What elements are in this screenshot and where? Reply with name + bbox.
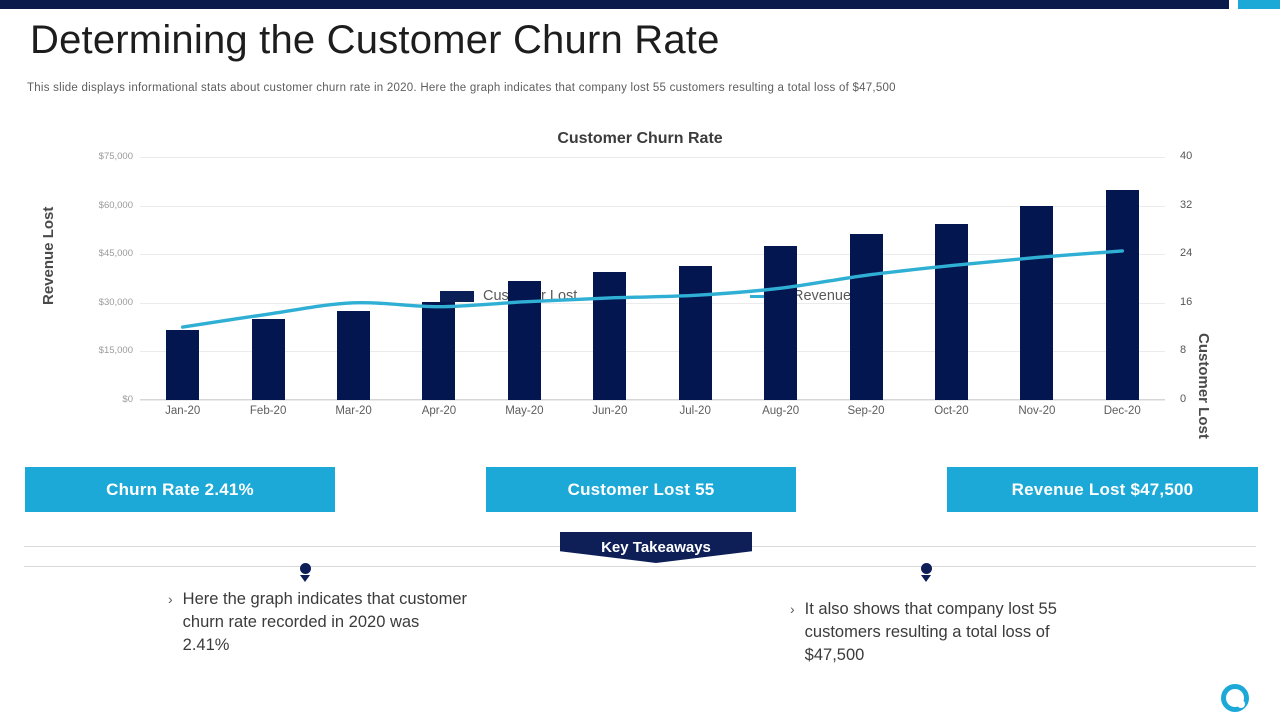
chart-bar: [678, 266, 712, 400]
chart-bar: [934, 224, 968, 400]
pin-dot-icon: [299, 563, 311, 574]
right-axis-tick: 40: [1180, 150, 1193, 162]
left-axis-tick: $60,000: [98, 199, 133, 211]
x-axis-tick: Aug-20: [762, 405, 800, 417]
kpi-customer-lost[interactable]: Customer Lost 55: [486, 467, 796, 512]
page-title: Determining the Customer Churn Rate: [30, 18, 720, 62]
chart-bar: [166, 329, 200, 400]
left-axis-tick: $75,000: [98, 151, 133, 162]
revenue-lost-line: [181, 249, 1124, 329]
right-axis-tick: 16: [1180, 295, 1193, 308]
brand-logo-icon: [1221, 684, 1249, 712]
x-axis-tick: Mar-20: [335, 405, 372, 417]
left-axis-tick: $0: [122, 394, 133, 405]
chart-plot-area: $0 0 $15,000 8 $30,000 16 $45,000 24 $60,000 32 $7…: [99, 150, 1193, 417]
chart-gridline: [140, 400, 1165, 401]
left-axis-tick: $30,000: [98, 296, 133, 308]
chart-gridline: [140, 302, 1165, 304]
chart-bar: [593, 271, 627, 400]
chart-bar: [764, 246, 798, 400]
pin-triangle-icon: [921, 575, 931, 582]
x-axis-tick: Oct-20: [934, 405, 969, 417]
left-axis-tick: $15,000: [98, 345, 133, 357]
x-axis-tick: Jun-20: [592, 405, 628, 417]
chart-bar: [251, 318, 285, 400]
chart-bar: [1105, 190, 1139, 400]
right-axis-tick: 32: [1180, 198, 1193, 211]
takeaway-item-1: › Here the graph indicates that customer…: [168, 588, 468, 657]
right-axis-tick: 24: [1180, 247, 1193, 260]
right-axis-tick: 8: [1180, 344, 1187, 357]
takeaway-pin-1-icon: [298, 563, 312, 582]
page-subtitle: This slide displays informational stats …: [27, 82, 896, 94]
x-axis-baseline: [140, 399, 1165, 400]
takeaway-item-2: › It also shows that company lost 55 cus…: [790, 598, 1090, 667]
pin-dot-icon: [920, 563, 932, 574]
chart-gridline: [140, 254, 1165, 256]
kpi-revenue-lost[interactable]: Revenue Lost $47,500: [947, 467, 1258, 512]
chart-bar: [849, 234, 883, 400]
x-axis-tick: Apr-20: [421, 405, 457, 417]
chart-bar: [1020, 205, 1054, 400]
right-axis-tick: 0: [1180, 393, 1187, 405]
takeaway-pin-2-icon: [919, 563, 933, 582]
pin-triangle-icon: [300, 575, 310, 582]
logo-notch: [1237, 700, 1245, 708]
chart-container: Customer Churn Rate Customer Lost Revenu…: [0, 125, 1280, 439]
chart-gridline: [140, 351, 1165, 353]
chart-gridline: [140, 205, 1165, 207]
takeaway-text-2: It also shows that company lost 55 custo…: [804, 600, 1057, 664]
takeaways-divider-bottom: [24, 566, 1256, 567]
legend-bar-swatch-icon: [440, 290, 474, 302]
chart-bar: [422, 302, 456, 400]
x-axis-tick: May-20: [505, 405, 544, 417]
left-axis-tick: $45,000: [98, 248, 133, 260]
x-axis-tick: Jan-20: [165, 405, 201, 417]
top-accent-bar-cyan: [1238, 0, 1280, 9]
chart-title: Customer Churn Rate: [557, 130, 723, 147]
chart-bar: [337, 310, 371, 400]
chart-gridline: [140, 157, 1165, 158]
kpi-churn-rate[interactable]: Churn Rate 2.41%: [25, 467, 335, 512]
x-axis-tick: Nov-20: [1018, 405, 1056, 417]
x-axis-tick: Dec-20: [1103, 405, 1141, 417]
key-takeaways-badge: Key Takeaways: [560, 532, 752, 563]
bullet-chevron-icon: ›: [168, 591, 173, 607]
takeaway-text-1: Here the graph indicates that customer c…: [182, 590, 467, 654]
bullet-chevron-icon: ›: [790, 601, 795, 617]
x-axis-tick: Sep-20: [847, 405, 885, 417]
x-axis-tick: Jul-20: [679, 405, 711, 417]
x-axis-tick: Feb-20: [249, 405, 287, 417]
top-accent-bar-navy: [0, 0, 1229, 9]
